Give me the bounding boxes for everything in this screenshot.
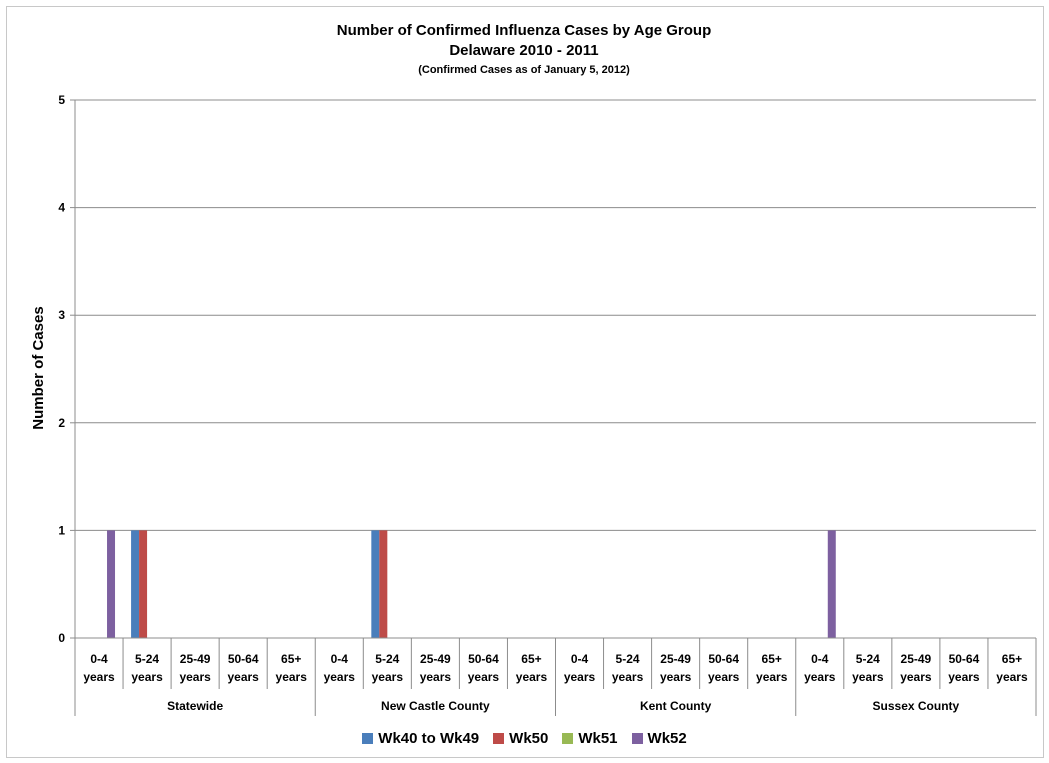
legend-swatch — [631, 733, 643, 744]
legend-item: Wk51 — [562, 730, 618, 747]
x-tick-label: years — [179, 670, 211, 684]
gridlines — [75, 99, 1036, 639]
legend-item: Wk52 — [631, 730, 687, 747]
x-tick-label: 0-4 — [811, 652, 829, 666]
x-tick-label: years — [276, 670, 308, 684]
x-tick-label: 25-49 — [420, 652, 451, 666]
x-tick-label: years — [900, 670, 932, 684]
x-tick-label: 65+ — [281, 652, 301, 666]
legend-label: Wk52 — [647, 730, 687, 747]
legend-swatch — [362, 733, 374, 744]
bar — [139, 530, 148, 638]
x-tick-label: years — [564, 670, 596, 684]
group-label: Kent County — [640, 699, 712, 713]
bars — [107, 530, 836, 638]
x-tick-label: years — [227, 670, 259, 684]
group-label: New Castle County — [381, 699, 490, 713]
x-tick-label: 5-24 — [856, 652, 880, 666]
chart-subtitle: Delaware 2010 - 2011 — [449, 42, 598, 59]
bar — [371, 530, 380, 638]
x-tick-label: years — [804, 670, 836, 684]
x-tick-label: years — [372, 670, 404, 684]
x-tick-label: years — [996, 670, 1028, 684]
x-tick-label: 65+ — [1002, 652, 1022, 666]
legend-label: Wk50 — [509, 730, 549, 747]
chart-note: (Confirmed Cases as of January 5, 2012) — [418, 64, 630, 76]
x-tick-label: 5-24 — [375, 652, 399, 666]
bar — [107, 530, 116, 638]
x-tick-label: years — [420, 670, 452, 684]
y-tick-label: 3 — [58, 308, 65, 322]
y-tick-label: 4 — [58, 201, 65, 215]
bar — [827, 530, 836, 638]
x-tick-label: 50-64 — [949, 652, 980, 666]
x-tick-label: years — [468, 670, 500, 684]
group-label: Sussex County — [873, 699, 960, 713]
x-tick-label: 50-64 — [228, 652, 259, 666]
chart-frame — [6, 6, 1044, 758]
x-tick-label: years — [83, 670, 115, 684]
x-tick-label: years — [756, 670, 788, 684]
x-tick-label: 50-64 — [708, 652, 739, 666]
legend-item: Wk40 to Wk49 — [362, 730, 479, 747]
chart-title: Number of Confirmed Influenza Cases by A… — [337, 22, 712, 39]
x-tick-label: years — [324, 670, 356, 684]
legend-swatch — [493, 733, 505, 744]
legend-label: Wk40 to Wk49 — [378, 730, 480, 747]
x-tick-label: 5-24 — [135, 652, 159, 666]
x-tick-label: 50-64 — [468, 652, 499, 666]
x-tick-label: 25-49 — [180, 652, 211, 666]
x-tick-label: years — [131, 670, 163, 684]
y-tick-label: 2 — [58, 416, 65, 430]
y-tick-label: 1 — [58, 523, 65, 537]
y-axis-label: Number of Cases — [30, 306, 47, 429]
x-tick-label: 65+ — [762, 652, 782, 666]
bar — [131, 530, 140, 638]
x-tick-label: years — [660, 670, 692, 684]
x-tick-label: 25-49 — [901, 652, 932, 666]
x-tick-label: 5-24 — [616, 652, 640, 666]
bar — [379, 530, 388, 638]
legend-swatch — [562, 733, 574, 744]
axes: 0 1 2 3 4 5 0-4 years 5-24 years 25-49 years 50-64 ye… — [58, 93, 1037, 716]
y-tick-label: 0 — [58, 631, 65, 645]
x-tick-label: 65+ — [521, 652, 541, 666]
x-tick-label: years — [612, 670, 644, 684]
x-tick-label: years — [948, 670, 980, 684]
x-tick-label: 0-4 — [331, 652, 349, 666]
legend-label: Wk51 — [578, 730, 618, 747]
x-tick-label: 0-4 — [571, 652, 589, 666]
x-tick-label: 25-49 — [660, 652, 691, 666]
legend: Wk40 to Wk49 Wk50 Wk51 Wk52 — [0, 730, 1049, 747]
x-tick-label: years — [516, 670, 548, 684]
y-tick-label: 5 — [58, 93, 65, 107]
x-tick-label: years — [708, 670, 740, 684]
x-tick-label: years — [852, 670, 884, 684]
legend-item: Wk50 — [493, 730, 548, 747]
x-tick-label: 0-4 — [90, 652, 108, 666]
group-label: Statewide — [167, 699, 223, 713]
